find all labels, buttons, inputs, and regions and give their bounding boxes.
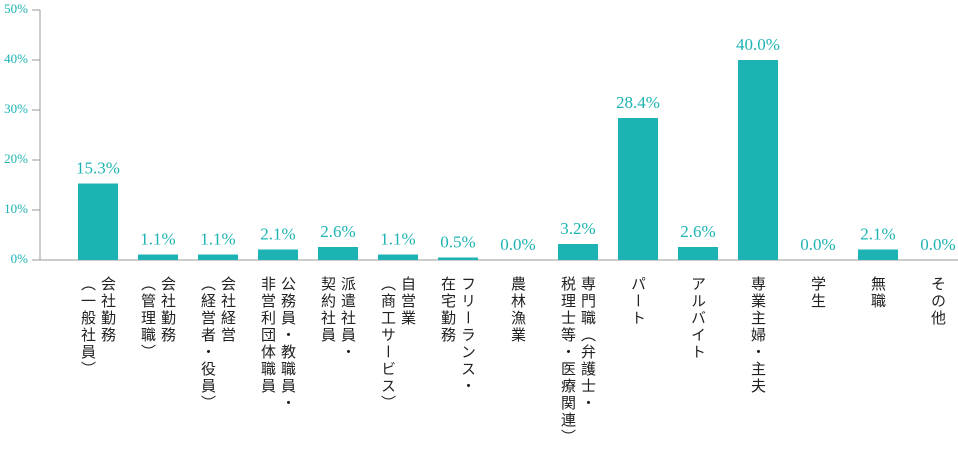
bar xyxy=(438,257,478,260)
value-label: 2.6% xyxy=(680,222,715,241)
value-label: 1.1% xyxy=(140,230,175,249)
bar xyxy=(78,183,118,260)
x-tick-label: フリーランス・ 在宅勤務 xyxy=(439,276,477,395)
x-tick-label: 会社勤務 （一般社員） xyxy=(79,276,117,378)
value-label: 3.2% xyxy=(560,219,595,238)
y-tick-label: 10% xyxy=(4,201,28,216)
bar xyxy=(198,254,238,260)
value-label: 28.4% xyxy=(616,93,660,112)
value-label: 0.5% xyxy=(440,233,475,252)
x-tick-label: パート xyxy=(629,276,647,327)
value-label: 0.0% xyxy=(500,235,535,254)
x-tick-label: 農林漁業 xyxy=(509,276,527,344)
value-label: 0.0% xyxy=(920,235,955,254)
value-label: 2.1% xyxy=(260,225,295,244)
y-tick-label: 40% xyxy=(4,51,28,66)
bar xyxy=(858,249,898,260)
x-tick-label: 専業主婦・主夫 xyxy=(749,276,767,395)
x-tick-label: 無職 xyxy=(869,276,887,310)
x-tick-label: 公務員・教職員・ 非営利団体職員 xyxy=(259,276,297,412)
bar xyxy=(378,254,418,260)
x-tick-label: 専門職（弁護士・ 税理士等・医療関連） xyxy=(559,276,597,446)
x-tick-label: 自営業 （商工サービス） xyxy=(379,276,417,412)
x-tick-label: 会社経営 （経営者・役員） xyxy=(199,276,237,412)
value-label: 2.6% xyxy=(320,222,355,241)
bar xyxy=(318,247,358,260)
x-tick-label: アルバイト xyxy=(689,276,707,361)
y-tick-label: 50% xyxy=(4,1,28,16)
y-tick-label: 30% xyxy=(4,101,28,116)
x-tick-label: 学生 xyxy=(809,276,827,310)
bar xyxy=(258,249,298,260)
bar xyxy=(138,254,178,260)
y-tick-label: 20% xyxy=(4,151,28,166)
value-label: 2.1% xyxy=(860,225,895,244)
y-tick-label: 0% xyxy=(11,251,29,266)
bar xyxy=(738,60,778,260)
x-tick-label: 会社勤務 （管理職） xyxy=(139,276,177,361)
bar xyxy=(618,118,658,260)
x-tick-label: 派遣社員・ 契約社員 xyxy=(319,276,357,361)
x-tick-label: その他 xyxy=(929,276,947,327)
value-label: 0.0% xyxy=(800,235,835,254)
bar xyxy=(678,247,718,260)
bar xyxy=(558,244,598,260)
value-label: 15.3% xyxy=(76,159,120,178)
value-label: 40.0% xyxy=(736,35,780,54)
value-label: 1.1% xyxy=(200,230,235,249)
value-label: 1.1% xyxy=(380,230,415,249)
